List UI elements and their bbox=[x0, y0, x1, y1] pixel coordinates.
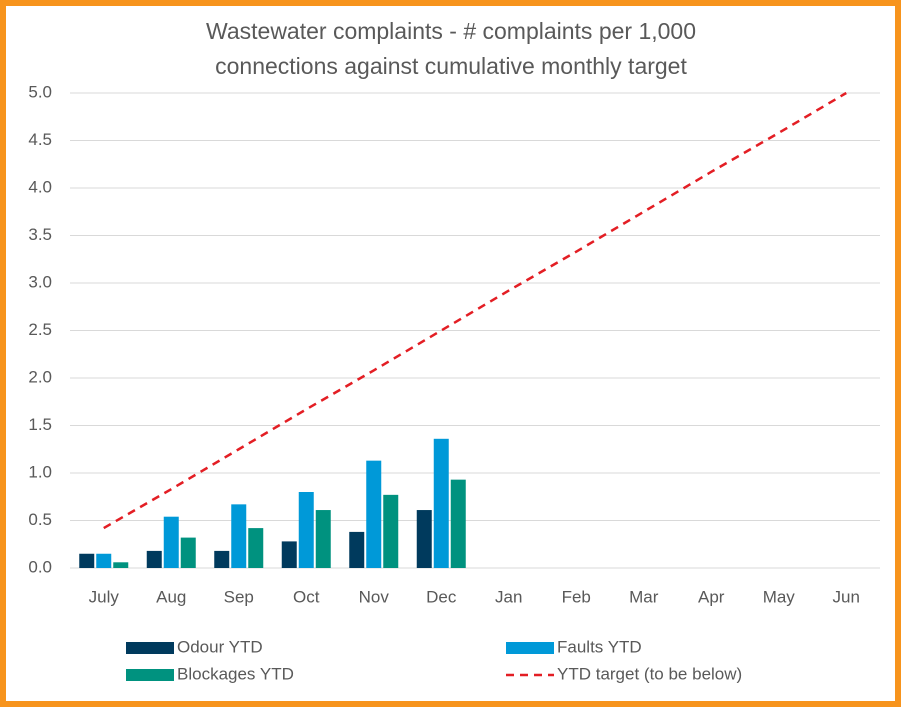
bar bbox=[180, 537, 196, 568]
bar bbox=[281, 541, 297, 568]
bar bbox=[79, 553, 95, 568]
bar bbox=[163, 516, 179, 568]
y-tick-label: 0.5 bbox=[28, 510, 52, 529]
y-tick-label: 0.0 bbox=[28, 557, 52, 576]
legend-label: Odour YTD bbox=[177, 637, 263, 656]
x-tick-label: Sep bbox=[224, 587, 254, 606]
bar bbox=[416, 510, 432, 568]
chart-title: Wastewater complaints - # complaints per… bbox=[206, 18, 696, 44]
x-tick-label: Nov bbox=[359, 587, 390, 606]
y-tick-label: 1.0 bbox=[28, 462, 52, 481]
x-tick-label: July bbox=[89, 587, 120, 606]
legend-swatch bbox=[126, 669, 174, 681]
bar bbox=[96, 553, 112, 568]
y-tick-label: 3.5 bbox=[28, 225, 52, 244]
y-tick-label: 3.0 bbox=[28, 272, 52, 291]
legend-swatch bbox=[506, 642, 554, 654]
y-tick-label: 5.0 bbox=[28, 82, 52, 101]
x-tick-label: Dec bbox=[426, 587, 457, 606]
x-tick-label: Jun bbox=[833, 587, 860, 606]
bar bbox=[433, 438, 449, 568]
x-tick-label: Feb bbox=[562, 587, 591, 606]
legend-label: YTD target (to be below) bbox=[557, 664, 742, 683]
legend-label: Blockages YTD bbox=[177, 664, 294, 683]
x-tick-label: Aug bbox=[156, 587, 186, 606]
bar bbox=[298, 492, 314, 568]
bar bbox=[366, 460, 382, 568]
bar bbox=[113, 562, 129, 568]
bar bbox=[383, 494, 399, 568]
chart: Wastewater complaints - # complaints per… bbox=[6, 6, 895, 701]
x-tick-label: Oct bbox=[293, 587, 320, 606]
x-tick-label: May bbox=[763, 587, 796, 606]
bar bbox=[315, 510, 331, 568]
bar bbox=[248, 528, 264, 568]
y-tick-label: 4.5 bbox=[28, 130, 52, 149]
bar bbox=[146, 550, 162, 568]
y-tick-label: 1.5 bbox=[28, 415, 52, 434]
bar bbox=[231, 504, 247, 568]
y-tick-label: 2.0 bbox=[28, 367, 52, 386]
y-tick-label: 4.0 bbox=[28, 177, 52, 196]
legend-label: Faults YTD bbox=[557, 637, 642, 656]
legend-swatch bbox=[126, 642, 174, 654]
bar bbox=[349, 531, 365, 568]
chart-title: connections against cumulative monthly t… bbox=[215, 53, 687, 79]
x-tick-label: Jan bbox=[495, 587, 522, 606]
bar bbox=[450, 479, 466, 568]
x-tick-label: Apr bbox=[698, 587, 725, 606]
x-tick-label: Mar bbox=[629, 587, 659, 606]
bar bbox=[214, 550, 230, 568]
y-tick-label: 2.5 bbox=[28, 320, 52, 339]
target-line bbox=[103, 91, 847, 530]
